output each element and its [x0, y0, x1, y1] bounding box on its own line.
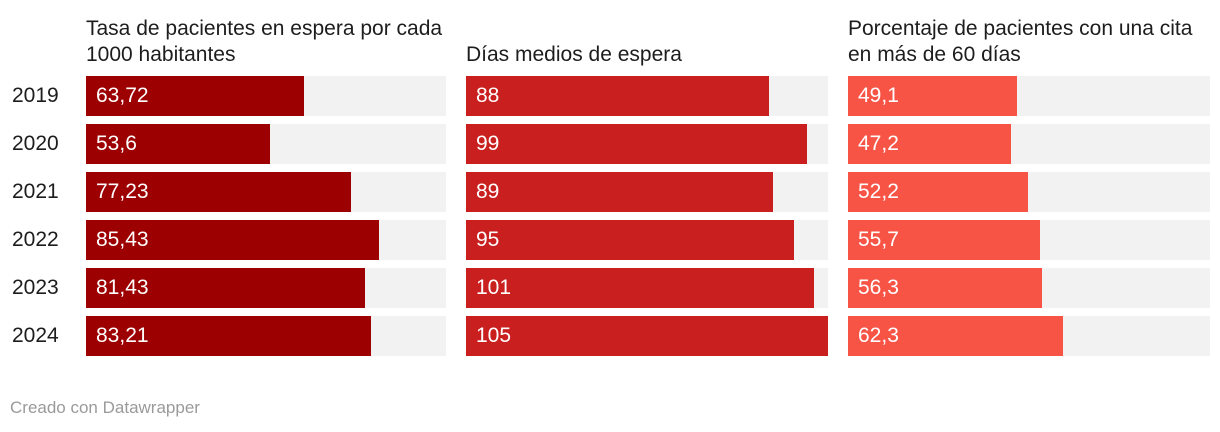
- column-title-3: Porcentaje de pacientes con una cita en …: [848, 17, 1193, 66]
- value-label: 62,3: [858, 324, 899, 347]
- value-label: 77,23: [96, 180, 149, 203]
- bar-3-2023: 56,3: [848, 268, 1042, 308]
- value-label: 99: [476, 132, 500, 155]
- bar-track: 85,43: [86, 220, 446, 260]
- value-label: 47,2: [858, 132, 899, 155]
- value-label: 55,7: [858, 228, 899, 251]
- year-label-2021: 2021: [12, 180, 59, 203]
- bar-2-2019: 88: [466, 76, 769, 116]
- value-label: 101: [476, 276, 512, 299]
- bar-track: 89: [466, 172, 828, 212]
- value-label: 85,43: [96, 228, 149, 251]
- bar-3-2022: 55,7: [848, 220, 1040, 260]
- bar-1-2023: 81,43: [86, 268, 365, 308]
- value-label: 88: [476, 84, 500, 107]
- bar-track: 47,2: [848, 124, 1210, 164]
- bar-2-2020: 99: [466, 124, 807, 164]
- bar-track: 101: [466, 268, 828, 308]
- bar-track: 55,7: [848, 220, 1210, 260]
- bar-2-2024: 105: [466, 316, 828, 356]
- bar-3-2021: 52,2: [848, 172, 1028, 212]
- value-label: 49,1: [858, 84, 899, 107]
- bar-track: 52,2: [848, 172, 1210, 212]
- bar-1-2019: 63,72: [86, 76, 304, 116]
- year-label-2024: 2024: [12, 324, 59, 347]
- bar-2-2023: 101: [466, 268, 814, 308]
- bar-track: 53,6: [86, 124, 446, 164]
- bar-track: 63,72: [86, 76, 446, 116]
- bar-track: 81,43: [86, 268, 446, 308]
- year-label-2020: 2020: [12, 132, 59, 155]
- bar-track: 77,23: [86, 172, 446, 212]
- value-label: 81,43: [96, 276, 149, 299]
- value-label: 83,21: [96, 324, 149, 347]
- bar-track: 105: [466, 316, 828, 356]
- bar-2-2022: 95: [466, 220, 794, 260]
- bar-track: 88: [466, 76, 828, 116]
- bar-3-2019: 49,1: [848, 76, 1017, 116]
- column-title-2: Días medios de espera: [466, 43, 682, 66]
- value-label: 56,3: [858, 276, 899, 299]
- value-label: 63,72: [96, 84, 149, 107]
- footer-credit: Creado con Datawrapper: [10, 398, 200, 417]
- bar-track: 56,3: [848, 268, 1210, 308]
- year-label-2023: 2023: [12, 276, 59, 299]
- bar-track: 95: [466, 220, 828, 260]
- column-title-1: Tasa de pacientes en espera por cada 100…: [86, 17, 443, 66]
- bar-track: 62,3: [848, 316, 1210, 356]
- bar-track: 49,1: [848, 76, 1210, 116]
- value-label: 53,6: [96, 132, 137, 155]
- bar-1-2022: 85,43: [86, 220, 379, 260]
- value-label: 95: [476, 228, 500, 251]
- bar-track: 99: [466, 124, 828, 164]
- bar-1-2020: 53,6: [86, 124, 270, 164]
- bar-1-2021: 77,23: [86, 172, 351, 212]
- bar-3-2024: 62,3: [848, 316, 1063, 356]
- bar-1-2024: 83,21: [86, 316, 371, 356]
- value-label: 52,2: [858, 180, 899, 203]
- year-label-2019: 2019: [12, 84, 59, 107]
- bar-2-2021: 89: [466, 172, 773, 212]
- bar-3-2020: 47,2: [848, 124, 1011, 164]
- value-label: 105: [476, 324, 512, 347]
- value-label: 89: [476, 180, 500, 203]
- year-label-2022: 2022: [12, 228, 59, 251]
- bar-track: 83,21: [86, 316, 446, 356]
